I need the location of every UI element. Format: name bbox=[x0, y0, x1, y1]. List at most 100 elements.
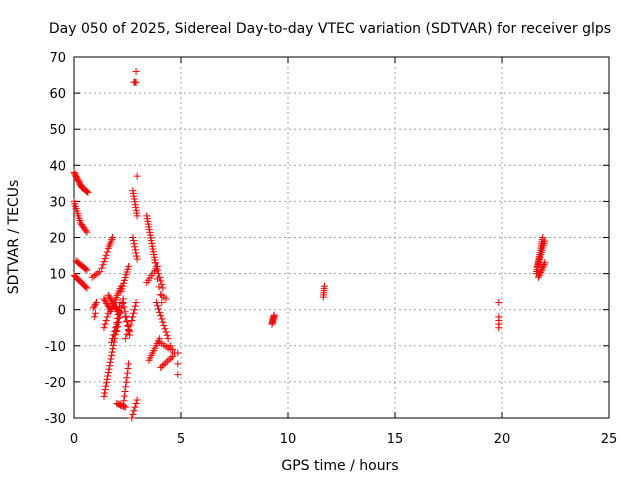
data-point bbox=[83, 188, 91, 196]
data-point bbox=[165, 356, 173, 364]
data-points bbox=[70, 67, 549, 422]
data-point bbox=[103, 313, 111, 321]
data-point bbox=[121, 388, 129, 396]
data-point bbox=[128, 414, 136, 422]
data-point bbox=[101, 386, 109, 394]
data-point bbox=[83, 284, 91, 292]
x-tick-label: 0 bbox=[70, 432, 78, 447]
data-point bbox=[534, 273, 542, 281]
x-tick-label: 15 bbox=[387, 432, 404, 447]
data-point bbox=[83, 228, 91, 236]
data-point bbox=[159, 284, 167, 292]
data-point bbox=[132, 78, 140, 86]
data-point bbox=[90, 302, 98, 310]
data-point bbox=[102, 317, 110, 325]
data-point bbox=[129, 313, 137, 321]
data-point bbox=[162, 328, 170, 336]
data-point bbox=[126, 321, 134, 329]
y-tick-label: 10 bbox=[49, 268, 66, 283]
data-point bbox=[162, 359, 170, 367]
data-point bbox=[162, 295, 170, 303]
data-point bbox=[120, 303, 128, 311]
data-point bbox=[156, 291, 164, 299]
x-tick-label: 10 bbox=[280, 432, 297, 447]
data-point bbox=[131, 403, 139, 411]
data-point bbox=[82, 283, 90, 291]
data-point bbox=[114, 323, 122, 331]
chart-title: Day 050 of 2025, Sidereal Day-to-day VTE… bbox=[49, 21, 611, 37]
data-point bbox=[91, 309, 99, 317]
x-tick-label: 5 bbox=[177, 432, 185, 447]
data-point bbox=[120, 397, 128, 405]
data-point bbox=[119, 298, 127, 306]
data-point bbox=[108, 352, 116, 360]
y-tick-label: 50 bbox=[49, 123, 66, 138]
data-point bbox=[132, 298, 140, 306]
data-point bbox=[120, 392, 128, 400]
data-point bbox=[116, 309, 124, 317]
data-point bbox=[113, 327, 121, 335]
data-point bbox=[120, 403, 128, 411]
data-point bbox=[495, 298, 503, 306]
data-point bbox=[123, 318, 131, 326]
data-point bbox=[539, 234, 547, 241]
y-tick-label: 70 bbox=[49, 51, 66, 66]
data-point bbox=[158, 362, 166, 370]
data-point bbox=[109, 345, 117, 353]
data-point bbox=[116, 313, 124, 321]
x-tick-label: 20 bbox=[494, 432, 511, 447]
data-point bbox=[110, 331, 118, 339]
data-point bbox=[104, 372, 112, 380]
y-tick-label: 0 bbox=[58, 304, 66, 319]
data-point bbox=[128, 317, 136, 325]
y-tick-label: -30 bbox=[45, 412, 66, 427]
data-point bbox=[102, 251, 110, 259]
data-point bbox=[174, 371, 182, 379]
data-point bbox=[98, 264, 106, 272]
data-point bbox=[100, 392, 108, 400]
data-point bbox=[540, 260, 548, 268]
data-point bbox=[130, 240, 138, 248]
data-point bbox=[123, 374, 131, 382]
data-point bbox=[155, 283, 163, 291]
data-point bbox=[122, 383, 130, 391]
y-axis: -30 -20 -10 0 10 20 30 40 50 60 70 bbox=[45, 51, 609, 427]
x-axis: 0 5 10 15 20 25 bbox=[70, 57, 617, 447]
grid bbox=[74, 57, 609, 418]
data-point bbox=[164, 335, 172, 343]
data-point bbox=[124, 364, 132, 372]
data-point bbox=[270, 311, 278, 319]
data-point bbox=[157, 363, 165, 371]
data-point bbox=[101, 320, 109, 328]
data-point bbox=[102, 382, 110, 390]
data-point bbox=[163, 331, 171, 339]
data-point bbox=[82, 265, 90, 273]
data-point bbox=[166, 342, 174, 350]
data-point bbox=[539, 264, 547, 272]
x-tick-label: 25 bbox=[601, 432, 618, 447]
data-point bbox=[103, 248, 111, 256]
data-point bbox=[158, 315, 166, 323]
data-point bbox=[123, 330, 131, 338]
data-point bbox=[107, 355, 115, 363]
data-point bbox=[130, 306, 138, 314]
data-point bbox=[133, 172, 141, 180]
data-point bbox=[121, 313, 129, 321]
data-point bbox=[168, 345, 176, 353]
data-point bbox=[133, 252, 141, 260]
data-point bbox=[108, 348, 116, 356]
data-point bbox=[122, 312, 130, 320]
data-point bbox=[168, 353, 176, 361]
data-point bbox=[163, 357, 171, 365]
data-point bbox=[153, 275, 161, 283]
data-point bbox=[106, 362, 114, 370]
data-point bbox=[157, 277, 165, 285]
data-point bbox=[115, 318, 123, 326]
data-point bbox=[159, 318, 167, 326]
y-tick-label: 30 bbox=[49, 195, 66, 210]
data-point bbox=[125, 262, 133, 270]
data-point bbox=[101, 254, 109, 262]
data-point bbox=[122, 378, 130, 386]
data-point bbox=[133, 255, 141, 263]
data-point bbox=[132, 400, 140, 408]
